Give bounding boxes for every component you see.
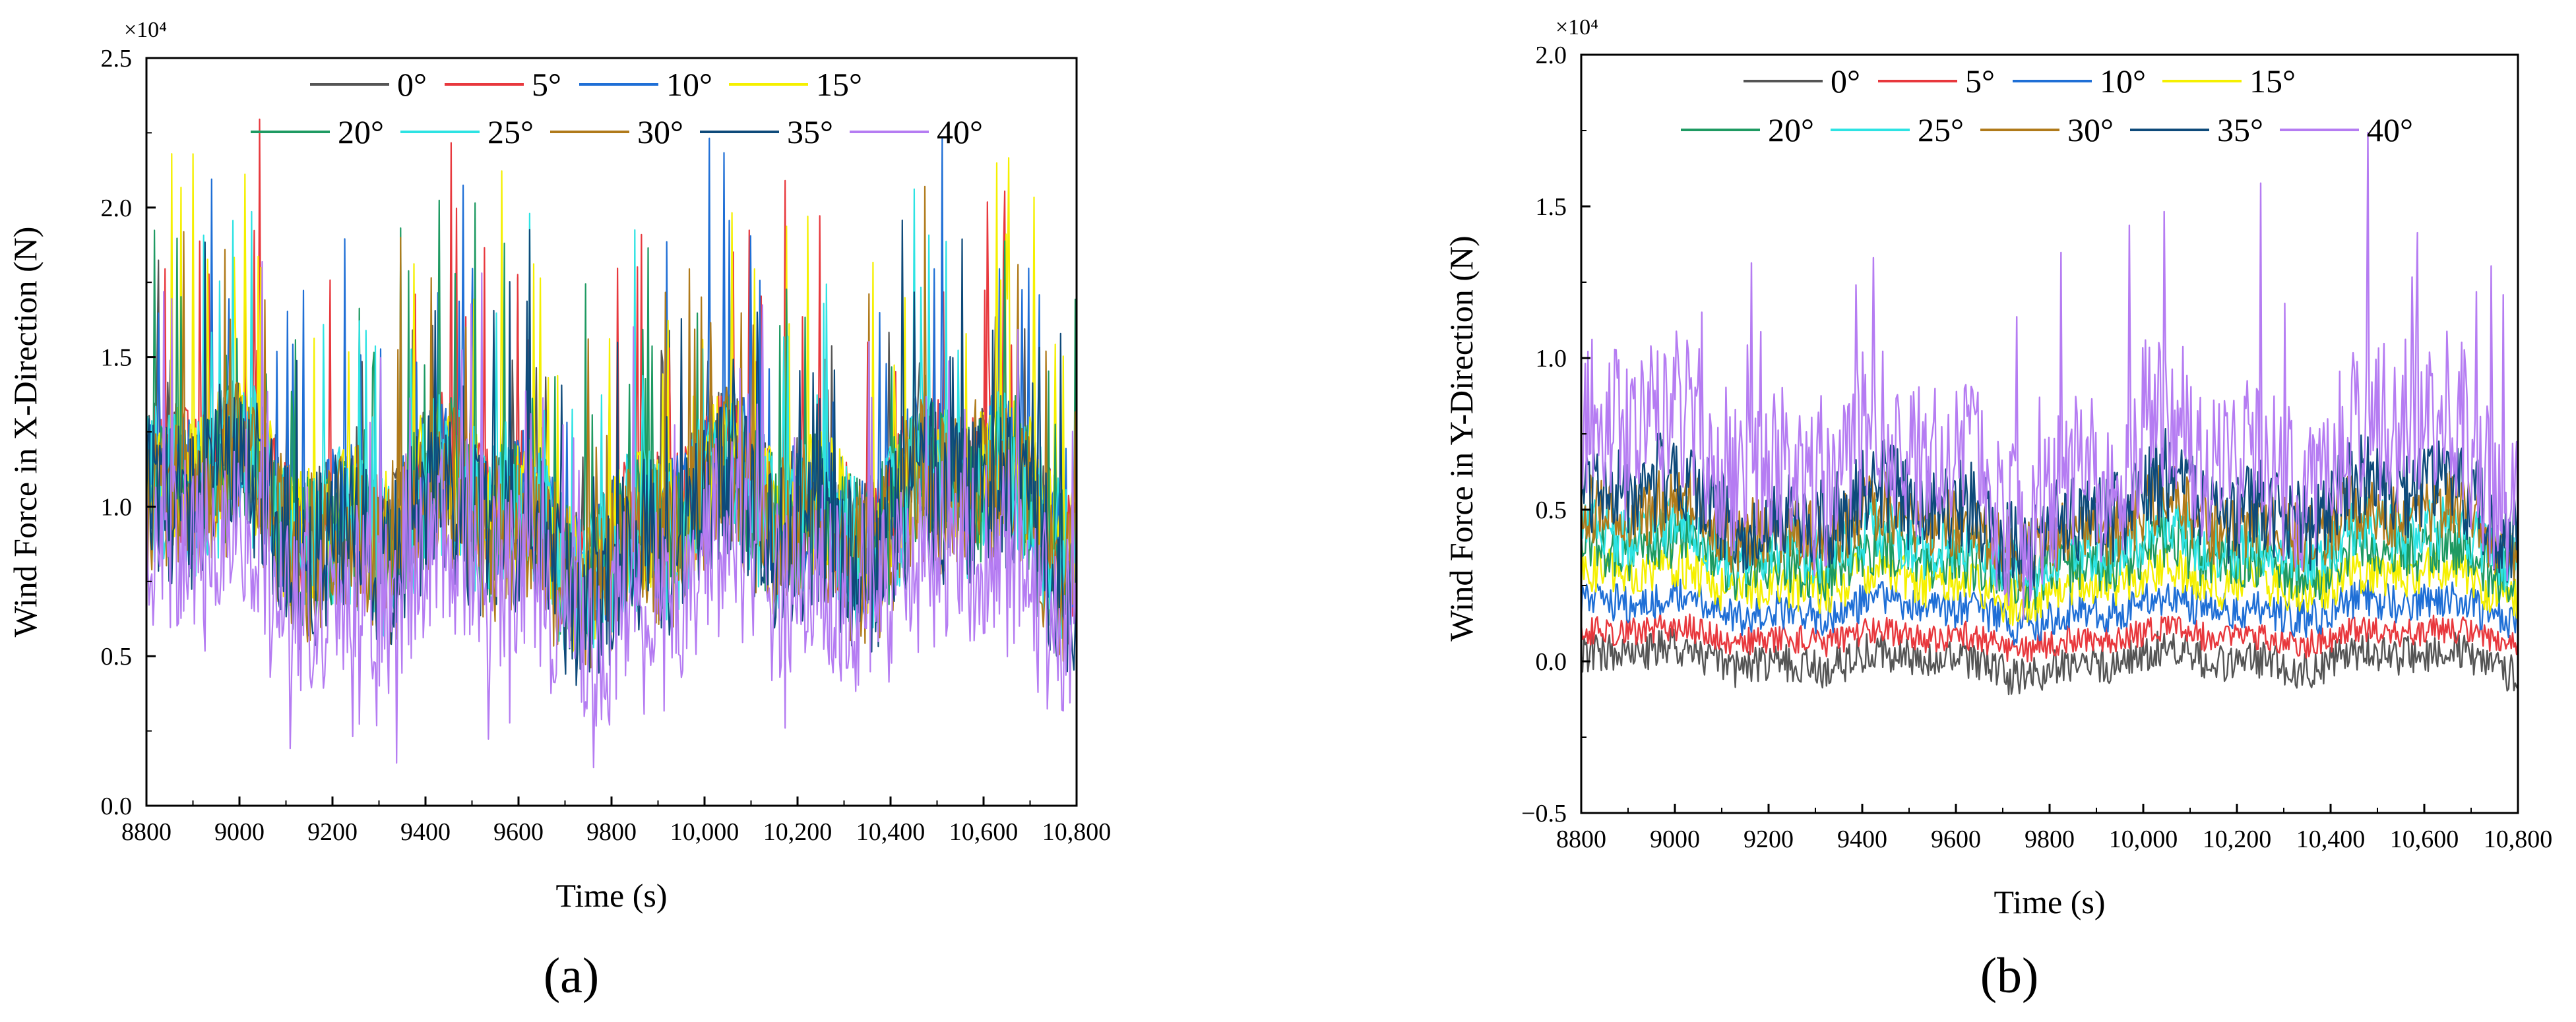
y-tick-label: 1.5 [1536,193,1567,221]
legend-label: 0° [1831,63,1860,100]
x-tick-label: 10,000 [670,818,739,846]
x-tick-label: 9000 [214,818,265,846]
y-tick-label: 2.0 [1536,42,1567,69]
y-tick-label: 1.5 [101,344,133,372]
x-tick-label: 9600 [493,818,544,846]
y-tick-label: 2.0 [101,195,133,222]
series-line-40deg [146,260,1077,769]
x-tick-label: 10,000 [2109,826,2178,853]
chart-a-y-multiplier: ×10⁴ [124,18,167,42]
chart-a-series-layer [146,118,1077,769]
legend-label: 30° [2067,111,2114,148]
chart-b-legend: 0° 5° 10° 15° 20° 25° 30° 35° 40° [1681,63,2413,148]
series-line-0deg [1581,628,2518,696]
chart-b-axes: 8800 9000 9200 9400 9600 9800 10,000 10,200 10,4… [1521,42,2552,853]
series-line-40deg [1581,131,2518,620]
legend-label: 0° [397,66,427,103]
legend-label: 20° [338,113,384,150]
y-tick-label: 2.5 [101,45,133,73]
chart-a-panel-label: (a) [544,948,599,1004]
x-tick-label: 10,600 [2390,826,2459,853]
x-tick-label: 8800 [121,818,172,846]
chart-b-x-axis-label: Time (s) [1994,884,2105,920]
x-tick-label: 10,200 [2203,826,2272,853]
legend-label: 30° [637,113,683,150]
legend-label: 25° [1918,111,1964,148]
x-tick-label: 9000 [1650,826,1700,853]
x-tick-label: 9800 [586,818,637,846]
legend-label: 10° [666,66,712,103]
x-tick-label: 10,800 [2484,826,2553,853]
chart-panel-a: 8800 9000 9200 9400 9600 9800 10,000 10,200 10,4… [7,18,1111,1004]
chart-b-panel-label: (b) [1980,948,2039,1004]
x-tick-label: 9800 [2025,826,2075,853]
legend-label: 5° [1965,63,1995,100]
x-tick-label: 10,400 [2296,826,2366,853]
chart-b-series-layer [1581,131,2518,696]
legend-label: 15° [816,66,862,103]
chart-b-y-axis-label: Wind Force in Y-Direction (N) [1443,235,1480,641]
legend-label: 35° [787,113,833,150]
chart-panel-b: 8800 9000 9200 9400 9600 9800 10,000 10,200 10,4… [1443,15,2552,1004]
y-tick-label: 1.0 [101,493,133,521]
legend-label: 5° [532,66,561,103]
y-tick-label: 0.5 [101,643,133,671]
x-tick-label: 10,400 [856,818,926,846]
legend-label: 40° [2367,111,2413,148]
legend-label: 10° [2100,63,2146,100]
x-tick-label: 9200 [307,818,358,846]
y-tick-label: 0.5 [1536,496,1567,524]
chart-a-x-axis-label: Time (s) [555,877,667,914]
x-tick-label: 9400 [1837,826,1887,853]
chart-a-axes: 8800 9000 9200 9400 9600 9800 10,000 10,200 10,4… [101,45,1112,846]
y-tick-label: 0.0 [101,793,133,820]
x-tick-label: 9600 [1931,826,1981,853]
legend-label: 15° [2249,63,2296,100]
legend-label: 35° [2217,111,2263,148]
x-tick-label: 10,600 [949,818,1019,846]
y-tick-label: −0.5 [1521,800,1567,827]
chart-a-legend: 0° 5° 10° 15° 20° 25° 30° 35° 40° [251,66,983,150]
x-tick-label: 8800 [1556,826,1606,853]
x-tick-label: 9400 [400,818,451,846]
legend-label: 25° [487,113,534,150]
chart-b-y-multiplier: ×10⁴ [1555,15,1598,40]
x-tick-label: 9200 [1744,826,1794,853]
y-tick-label: 1.0 [1536,345,1567,373]
chart-a-y-axis-label: Wind Force in X-Direction (N) [7,227,44,638]
y-tick-label: 0.0 [1536,648,1567,676]
legend-label: 20° [1768,111,1814,148]
x-tick-label: 10,800 [1042,818,1112,846]
legend-label: 40° [937,113,983,150]
series-line-5deg [1581,613,2518,663]
x-tick-label: 10,200 [763,818,832,846]
